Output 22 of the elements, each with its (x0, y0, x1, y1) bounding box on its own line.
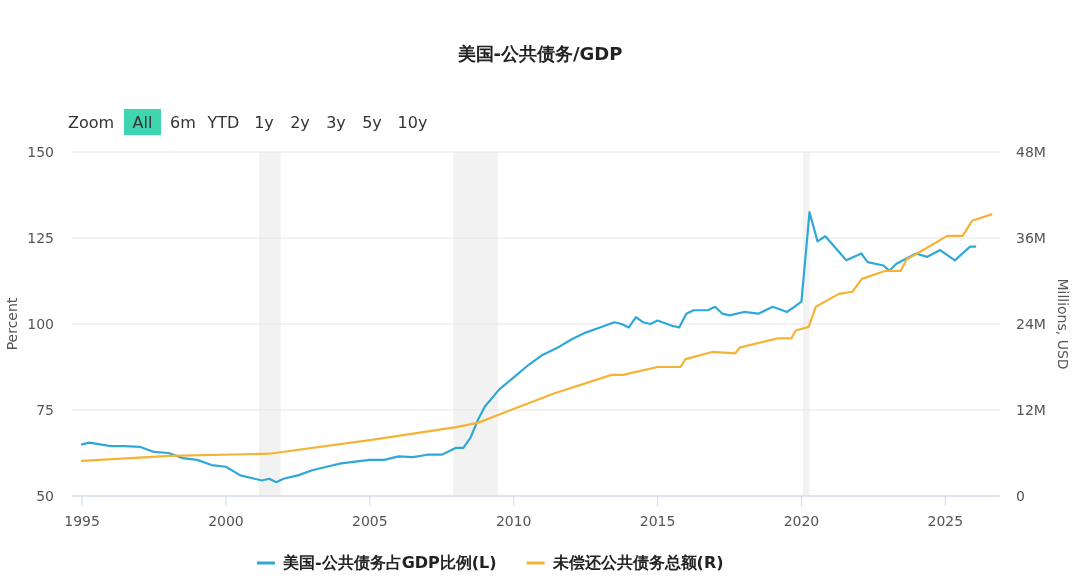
y2-axis-title: Millions, USD (1055, 278, 1071, 370)
x-tick-label: 2025 (927, 513, 964, 529)
y2-tick-label: 36M (1016, 230, 1046, 246)
chart-title: 美国-公共债务/GDP (456, 43, 623, 64)
x-tick-label: 2010 (495, 513, 532, 529)
y2-tick-label: 24M (1016, 316, 1046, 332)
y2-tick-label: 12M (1016, 402, 1046, 418)
x-tick-label: 2015 (639, 513, 676, 529)
y-tick-label: 50 (36, 488, 54, 504)
legend-label: 美国-公共债务占GDP比例(L) (282, 553, 497, 572)
x-tick-label: 2020 (783, 513, 820, 529)
y-tick-label: 150 (27, 144, 54, 160)
y-axis-title: Percent (4, 297, 20, 351)
x-tick-label: 1995 (64, 513, 100, 529)
y-tick-label: 100 (27, 316, 54, 332)
y2-tick-label: 0 (1016, 488, 1025, 504)
y2-tick-label: 48M (1016, 144, 1046, 160)
x-tick-label: 2000 (208, 513, 244, 529)
y-tick-label: 125 (27, 230, 54, 246)
x-tick-label: 2005 (352, 513, 388, 529)
legend-label: 未偿还公共债务总额(R) (551, 553, 724, 572)
y-tick-label: 75 (36, 402, 54, 418)
